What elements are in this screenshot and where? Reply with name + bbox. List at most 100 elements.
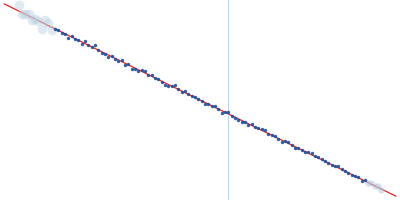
Point xyxy=(295,147,302,150)
Point xyxy=(158,80,165,84)
Point xyxy=(132,67,138,70)
Point xyxy=(265,132,272,135)
Point xyxy=(82,39,88,43)
Point xyxy=(95,49,102,52)
Point xyxy=(218,111,225,114)
Point xyxy=(165,85,172,88)
Point xyxy=(19,13,25,16)
Point xyxy=(39,27,45,30)
Point xyxy=(145,73,152,77)
Point xyxy=(55,28,62,31)
Point xyxy=(52,28,58,31)
Point xyxy=(35,19,42,22)
Point xyxy=(25,13,32,16)
Point xyxy=(358,179,365,182)
Point xyxy=(78,43,85,46)
Point xyxy=(75,38,82,42)
Point xyxy=(302,150,308,153)
Point xyxy=(225,111,232,114)
Point xyxy=(135,69,142,73)
Point xyxy=(378,188,385,191)
Point xyxy=(115,59,122,62)
Point xyxy=(168,84,175,87)
Point xyxy=(29,19,35,22)
Point xyxy=(202,102,208,106)
Point xyxy=(108,54,115,57)
Point xyxy=(102,52,108,55)
Point xyxy=(248,122,255,125)
Point xyxy=(258,127,265,130)
Point xyxy=(362,179,368,182)
Point xyxy=(182,89,188,92)
Point xyxy=(172,84,178,87)
Point xyxy=(282,139,288,143)
Point xyxy=(215,108,222,111)
Point xyxy=(152,77,158,80)
Point xyxy=(365,182,371,185)
Point xyxy=(315,156,322,159)
Point xyxy=(208,104,215,107)
Point xyxy=(308,152,315,155)
Point xyxy=(65,36,72,39)
Point xyxy=(105,56,112,59)
Point xyxy=(128,67,135,70)
Point xyxy=(242,121,248,124)
Point xyxy=(205,102,212,105)
Point xyxy=(262,129,268,132)
Point xyxy=(22,12,28,16)
Point xyxy=(192,96,198,99)
Point xyxy=(232,116,238,120)
Point xyxy=(238,120,245,123)
Point xyxy=(285,141,292,144)
Point xyxy=(278,140,285,143)
Point xyxy=(112,57,118,60)
Point xyxy=(59,31,65,34)
Point xyxy=(322,160,328,163)
Point xyxy=(372,184,378,187)
Point xyxy=(85,43,92,47)
Point xyxy=(185,92,192,96)
Point xyxy=(42,19,48,22)
Point xyxy=(188,94,195,97)
Point xyxy=(118,59,125,62)
Point xyxy=(162,83,168,86)
Point xyxy=(255,127,262,130)
Point xyxy=(45,22,52,25)
Point xyxy=(122,63,128,67)
Point xyxy=(342,170,348,173)
Point xyxy=(325,161,332,165)
Point xyxy=(252,126,258,129)
Point xyxy=(155,77,162,81)
Point xyxy=(288,143,295,146)
Point xyxy=(212,105,218,108)
Point xyxy=(125,63,132,66)
Point xyxy=(49,28,55,31)
Point xyxy=(178,90,185,93)
Point xyxy=(305,150,312,153)
Point xyxy=(32,17,38,21)
Point xyxy=(62,33,68,36)
Point xyxy=(352,174,358,177)
Point xyxy=(228,114,235,118)
Point xyxy=(195,98,202,101)
Point xyxy=(175,87,182,91)
Point xyxy=(98,52,105,55)
Point xyxy=(235,118,242,122)
Point xyxy=(198,100,205,103)
Point xyxy=(312,154,318,157)
Point xyxy=(68,35,75,38)
Point xyxy=(292,146,298,149)
Point xyxy=(92,44,98,47)
Point xyxy=(142,70,148,73)
Point xyxy=(268,133,275,136)
Point xyxy=(72,37,78,40)
Point xyxy=(148,74,155,77)
Point xyxy=(298,149,305,152)
Point xyxy=(335,164,341,167)
Point xyxy=(88,46,95,49)
Point xyxy=(345,172,351,175)
Point xyxy=(338,167,345,170)
Point xyxy=(348,174,355,177)
Point xyxy=(275,137,282,140)
Point xyxy=(328,164,335,167)
